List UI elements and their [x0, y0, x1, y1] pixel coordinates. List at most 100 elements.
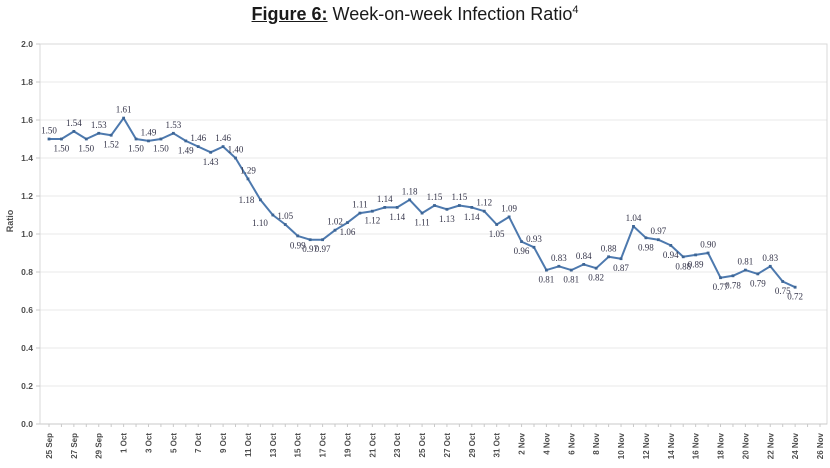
data-point-marker [296, 234, 300, 238]
data-point-label: 0.81 [563, 275, 579, 285]
x-tick-label: 8 Nov [592, 432, 601, 454]
x-tick-label: 25 Sep [45, 433, 54, 459]
data-point-marker [482, 209, 486, 213]
data-point-label: 1.29 [240, 165, 256, 175]
data-point-marker [47, 137, 51, 141]
data-point-label: 1.14 [464, 212, 480, 222]
data-point-label: 0.88 [601, 243, 617, 253]
x-tick-label: 27 Sep [70, 433, 79, 459]
data-point-label: 0.83 [762, 253, 778, 263]
data-point-label: 0.72 [787, 292, 803, 302]
data-point-marker [644, 236, 648, 240]
data-point-marker [333, 228, 337, 232]
data-point-label: 0.97 [302, 244, 318, 254]
data-point-marker [60, 137, 63, 141]
x-tick-label: 24 Nov [791, 432, 800, 459]
data-point-label: 0.96 [514, 246, 530, 256]
x-tick-label: 27 Oct [443, 433, 452, 458]
x-tick-label: 5 Oct [169, 433, 178, 453]
data-point-label: 1.05 [489, 229, 505, 239]
data-point-label: 0.77 [713, 282, 729, 292]
data-point-label: 1.05 [277, 211, 293, 221]
data-point-marker [768, 264, 772, 268]
data-point-label: 1.02 [327, 217, 343, 227]
data-point-marker [594, 266, 598, 270]
data-point-label: 0.89 [688, 259, 704, 269]
data-point-marker [681, 255, 685, 259]
data-point-marker [109, 133, 113, 137]
data-point-label: 0.81 [738, 257, 754, 267]
data-point-marker [259, 198, 262, 202]
x-tick-label: 16 Nov [692, 432, 701, 459]
x-tick-label: 17 Oct [319, 433, 328, 458]
data-point-marker [395, 206, 399, 209]
data-point-label: 1.12 [476, 198, 492, 208]
x-tick-label: 1 Oct [120, 433, 129, 453]
data-point-label: 1.14 [377, 194, 393, 204]
y-tick-label: 1.8 [21, 77, 33, 87]
data-point-marker [433, 204, 436, 207]
data-point-label: 1.52 [103, 140, 119, 150]
y-tick-label: 0.8 [21, 267, 33, 277]
x-tick-label: 4 Nov [542, 432, 551, 454]
x-tick-label: 23 Oct [393, 433, 402, 458]
x-tick-label: 22 Nov [766, 432, 775, 459]
chart-title-superscript: 4 [572, 4, 579, 16]
data-point-label: 0.97 [650, 226, 666, 236]
data-point-marker [557, 264, 561, 268]
data-point-marker [731, 274, 735, 278]
data-point-marker [159, 137, 163, 141]
data-point-label: 0.83 [551, 253, 567, 263]
x-tick-label: 18 Nov [717, 432, 726, 459]
data-point-label: 1.53 [91, 120, 107, 130]
data-point-marker [370, 209, 374, 213]
data-point-label: 0.93 [526, 234, 542, 244]
data-point-label: 0.81 [539, 275, 555, 285]
data-point-label: 0.79 [750, 278, 766, 288]
data-point-label: 0.99 [290, 240, 306, 250]
x-tick-label: 29 Sep [95, 433, 104, 459]
x-tick-label: 11 Oct [244, 433, 253, 457]
data-point-label: 1.49 [178, 145, 194, 155]
data-point-marker [420, 211, 424, 215]
data-point-marker [694, 253, 698, 257]
data-point-label: 1.43 [203, 157, 219, 167]
data-point-label: 0.87 [613, 263, 629, 273]
data-point-label: 1.50 [41, 126, 57, 136]
data-point-marker [234, 156, 237, 160]
data-point-label: 0.84 [576, 251, 592, 261]
data-point-label: 1.06 [340, 227, 356, 237]
chart-title: Figure 6: Week-on-week Infection Ratio4 [0, 4, 830, 25]
data-point-marker [532, 245, 536, 249]
data-point-label: 1.14 [389, 212, 405, 222]
y-tick-label: 2.0 [21, 39, 33, 49]
data-point-label: 1.40 [228, 145, 244, 155]
data-point-label: 1.46 [190, 133, 206, 143]
data-point-marker [147, 139, 150, 143]
data-point-marker [346, 221, 349, 224]
data-point-marker [408, 198, 412, 202]
data-point-marker [445, 207, 449, 211]
x-tick-label: 12 Nov [642, 432, 651, 459]
x-tick-label: 29 Oct [468, 433, 477, 458]
data-point-label: 1.15 [427, 192, 443, 202]
data-point-label: 1.11 [414, 218, 429, 228]
data-point-marker [84, 137, 88, 141]
y-tick-label: 0.0 [21, 419, 33, 429]
data-point-label: 1.49 [141, 127, 157, 137]
data-point-label: 0.94 [663, 250, 679, 260]
x-tick-label: 2 Nov [518, 432, 527, 454]
x-tick-label: 31 Oct [493, 433, 502, 458]
x-tick-label: 6 Nov [567, 432, 576, 454]
data-point-label: 1.09 [501, 203, 517, 213]
data-point-marker [607, 255, 610, 259]
data-point-marker [756, 272, 760, 276]
data-point-marker [221, 145, 225, 148]
data-point-label: 0.97 [315, 244, 331, 254]
y-tick-label: 1.0 [21, 229, 33, 239]
x-tick-label: 10 Nov [617, 432, 626, 459]
data-point-marker [619, 257, 623, 261]
y-tick-label: 1.4 [21, 153, 33, 163]
